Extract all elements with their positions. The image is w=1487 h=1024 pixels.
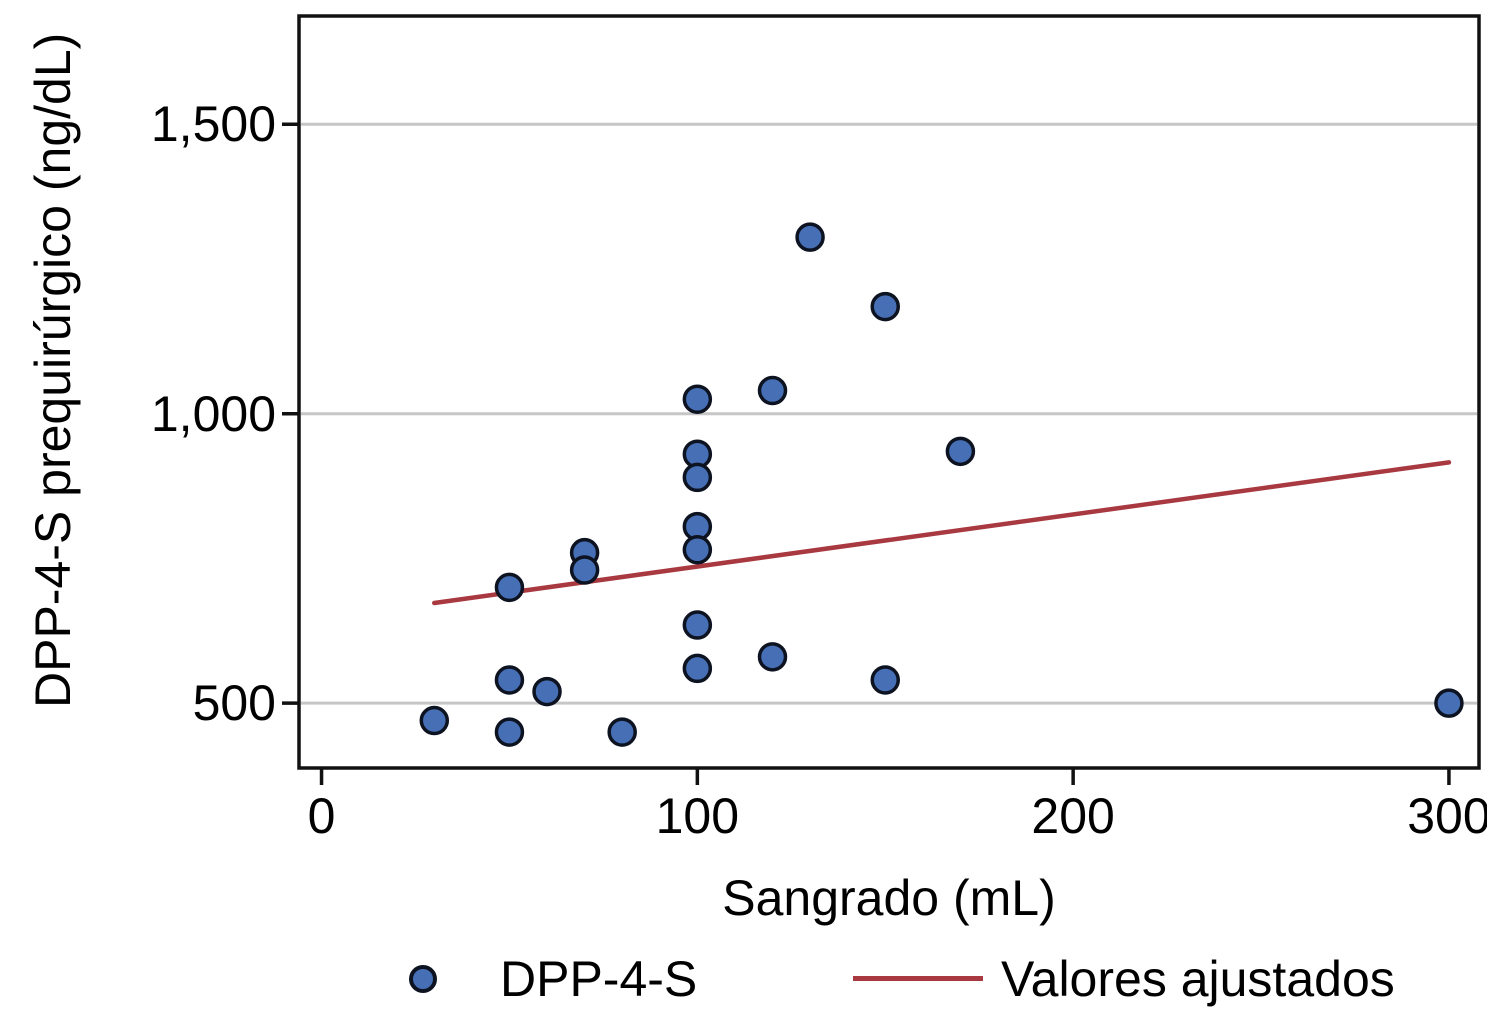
data-point: [757, 375, 788, 406]
data-point: [682, 653, 713, 684]
data-point: [532, 676, 562, 707]
y-tick-label-500: 500: [192, 675, 276, 732]
legend-label-valores-ajustados: Valores ajustados: [1001, 951, 1395, 1007]
data-point: [682, 610, 713, 640]
x-tick-label-0: 0: [307, 788, 336, 844]
data-point: [870, 291, 900, 322]
data-point: [682, 535, 713, 565]
data-point: [945, 436, 976, 467]
fitted-line: [432, 460, 1452, 606]
data-point: [1434, 688, 1464, 718]
x-tick-label-200: 200: [1031, 788, 1115, 844]
x-tick-label-300: 300: [1407, 788, 1487, 844]
data-point: [419, 705, 450, 736]
plot-border: [297, 14, 1481, 770]
data-point: [795, 222, 825, 252]
x-tick-label-100: 100: [655, 788, 740, 844]
x-axis-title: Sangrado (mL): [722, 870, 1056, 926]
data-point: [607, 717, 637, 747]
data-point: [757, 642, 788, 672]
y-tick-label-1500: 1,500: [150, 96, 276, 153]
data-point: [682, 384, 713, 414]
y-axis-title: DPP-4-S prequirúrgico (ng/dL): [25, 32, 81, 708]
legend-scatter-marker-icon: [409, 965, 437, 993]
data-point: [682, 462, 713, 493]
data-point: [870, 665, 900, 695]
data-point: [494, 572, 525, 603]
data-point: [569, 555, 600, 585]
legend-label-dpp4s: DPP-4-S: [500, 951, 698, 1007]
y-tick-label-1000: 1,000: [150, 385, 276, 442]
legend-line-icon: [853, 976, 983, 981]
data-point: [494, 665, 525, 695]
data-point: [494, 717, 525, 747]
